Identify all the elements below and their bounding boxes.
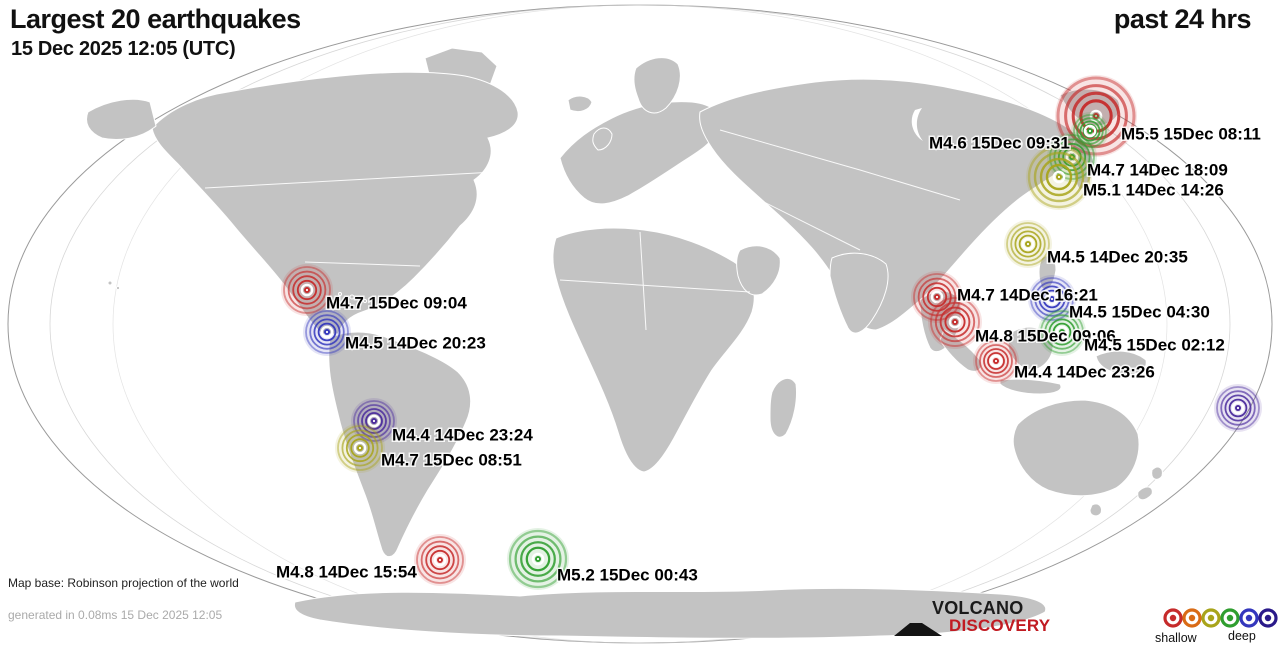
quake-label[interactable]: M4.5 14Dec 20:35: [1046, 246, 1190, 268]
quake-label[interactable]: M4.8 14Dec 15:54: [275, 561, 419, 583]
legend-depth-icon: [1220, 608, 1240, 628]
quake-marker[interactable]: [1214, 384, 1262, 432]
quake-marker[interactable]: [414, 534, 466, 586]
legend-depth-icon: [1163, 608, 1183, 628]
quake-label[interactable]: M4.8 15Dec 09:06: [974, 325, 1118, 347]
quake-marker[interactable]: [1038, 308, 1086, 356]
quake-marker[interactable]: [507, 528, 569, 590]
quake-label[interactable]: M4.5 15Dec 02:12: [1083, 334, 1227, 356]
map-base-note: Map base: Robinson projection of the wor…: [8, 576, 239, 590]
quake-marker[interactable]: [973, 338, 1019, 384]
quake-label[interactable]: M4.5 14Dec 20:23: [344, 332, 488, 354]
legend-depth-icon: [1201, 608, 1221, 628]
page-period: past 24 hrs: [1113, 4, 1252, 34]
logo-discovery-text: DISCOVERY: [949, 616, 1051, 635]
logo-volcano-text: VOLCANO: [932, 598, 1024, 618]
quake-marker[interactable]: [1004, 220, 1052, 268]
volcano-discovery-logo[interactable]: VOLCANO DISCOVERY: [892, 597, 1052, 642]
quake-marker[interactable]: [1071, 112, 1109, 150]
quake-label[interactable]: M4.6 15Dec 09:31: [928, 132, 1072, 154]
quake-label[interactable]: M4.4 14Dec 23:24: [391, 424, 535, 446]
graticule-meridian: [112, 4, 1168, 644]
legend-shallow-label: shallow: [1155, 631, 1197, 645]
quake-label[interactable]: M4.7 14Dec 16:21: [956, 284, 1100, 306]
page-title: Largest 20 earthquakes: [10, 4, 301, 34]
quake-label[interactable]: M5.2 15Dec 00:43: [556, 564, 700, 586]
page-timestamp: 15 Dec 2025 12:05 (UTC): [11, 38, 236, 60]
quake-marker[interactable]: [351, 398, 397, 444]
quake-marker[interactable]: [928, 295, 982, 349]
legend-depth-icon: [1182, 608, 1202, 628]
quake-marker[interactable]: [281, 264, 333, 316]
quake-label[interactable]: M5.5 15Dec 08:11: [1120, 123, 1263, 145]
quake-label[interactable]: M4.7 15Dec 09:04: [325, 292, 469, 314]
generated-note: generated in 0.08ms 15 Dec 2025 12:05: [8, 608, 223, 622]
quake-marker[interactable]: [1028, 275, 1076, 323]
quake-marker[interactable]: [335, 423, 385, 473]
quake-label[interactable]: M4.5 15Dec 04:30: [1068, 301, 1212, 323]
depth-legend: shallow deep: [1150, 600, 1280, 650]
legend-deep-label: deep: [1228, 629, 1256, 643]
quake-label[interactable]: M4.7 14Dec 18:09: [1086, 159, 1230, 181]
quake-marker[interactable]: [1026, 144, 1092, 210]
quake-label[interactable]: M4.7 15Dec 08:51: [380, 449, 524, 471]
quake-marker[interactable]: [1055, 75, 1137, 157]
country-borders: [204, 129, 961, 331]
quake-label[interactable]: M4.4 14Dec 23:26: [1013, 361, 1157, 383]
volcano-icon: [894, 623, 942, 636]
quake-label[interactable]: M5.1 14Dec 14:26: [1082, 179, 1226, 201]
quake-marker[interactable]: [303, 308, 351, 356]
legend-depth-icon: [1258, 608, 1278, 628]
legend-depth-icon: [1239, 608, 1259, 628]
